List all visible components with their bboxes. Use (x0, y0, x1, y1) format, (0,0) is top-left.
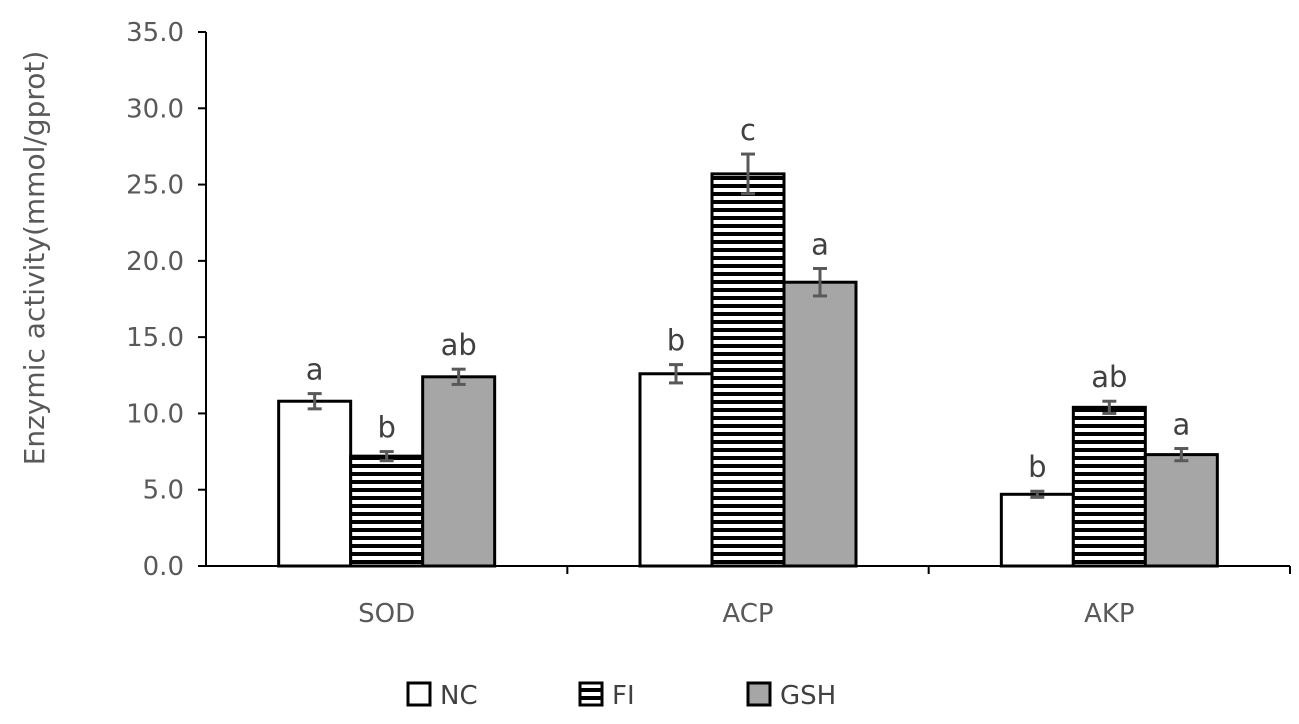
significance-label: b (667, 324, 685, 358)
bar-gsh-akp (1143, 453, 1219, 568)
bar-nc-akp (999, 492, 1075, 568)
legend-label-nc: NC (440, 681, 478, 711)
bar-nc-sod (277, 399, 353, 568)
significance-label: a (1172, 408, 1190, 442)
legend-label-fi: FI (612, 681, 635, 711)
y-tick-label: 25.0 (126, 171, 184, 201)
x-tick-label: SOD (358, 599, 415, 629)
y-tick-label: 20.0 (126, 247, 184, 277)
y-tick-label: 10.0 (126, 399, 184, 429)
bar-fi-sod (349, 454, 425, 568)
legend-swatch-gsh (746, 681, 772, 707)
significance-label: b (1028, 450, 1046, 484)
y-tick-label: 35.0 (126, 18, 184, 48)
x-tick-label: ACP (722, 599, 773, 629)
bar-fi-acp (710, 172, 786, 568)
y-tick-label: 30.0 (126, 94, 184, 124)
legend-label-gsh: GSH (780, 681, 836, 711)
bar-gsh-acp (782, 280, 858, 568)
x-tick-label: AKP (1084, 599, 1135, 629)
y-tick-label: 5.0 (143, 476, 184, 506)
significance-label: a (306, 353, 324, 387)
bar-gsh-sod (421, 375, 497, 568)
significance-label: a (811, 227, 829, 261)
legend-swatch-nc (406, 681, 432, 707)
y-tick-label: 15.0 (126, 323, 184, 353)
significance-label: ab (441, 328, 477, 362)
significance-label: ab (1091, 360, 1127, 394)
significance-label: b (377, 411, 395, 445)
legend-swatch-fi (578, 681, 604, 707)
y-tick-label: 0.0 (143, 552, 184, 582)
significance-label: c (740, 113, 756, 147)
bar-fi-akp (1071, 405, 1147, 568)
bar-nc-acp (638, 372, 714, 568)
y-axis-title: Enzymic activity(mmol/gprot) (18, 51, 51, 466)
